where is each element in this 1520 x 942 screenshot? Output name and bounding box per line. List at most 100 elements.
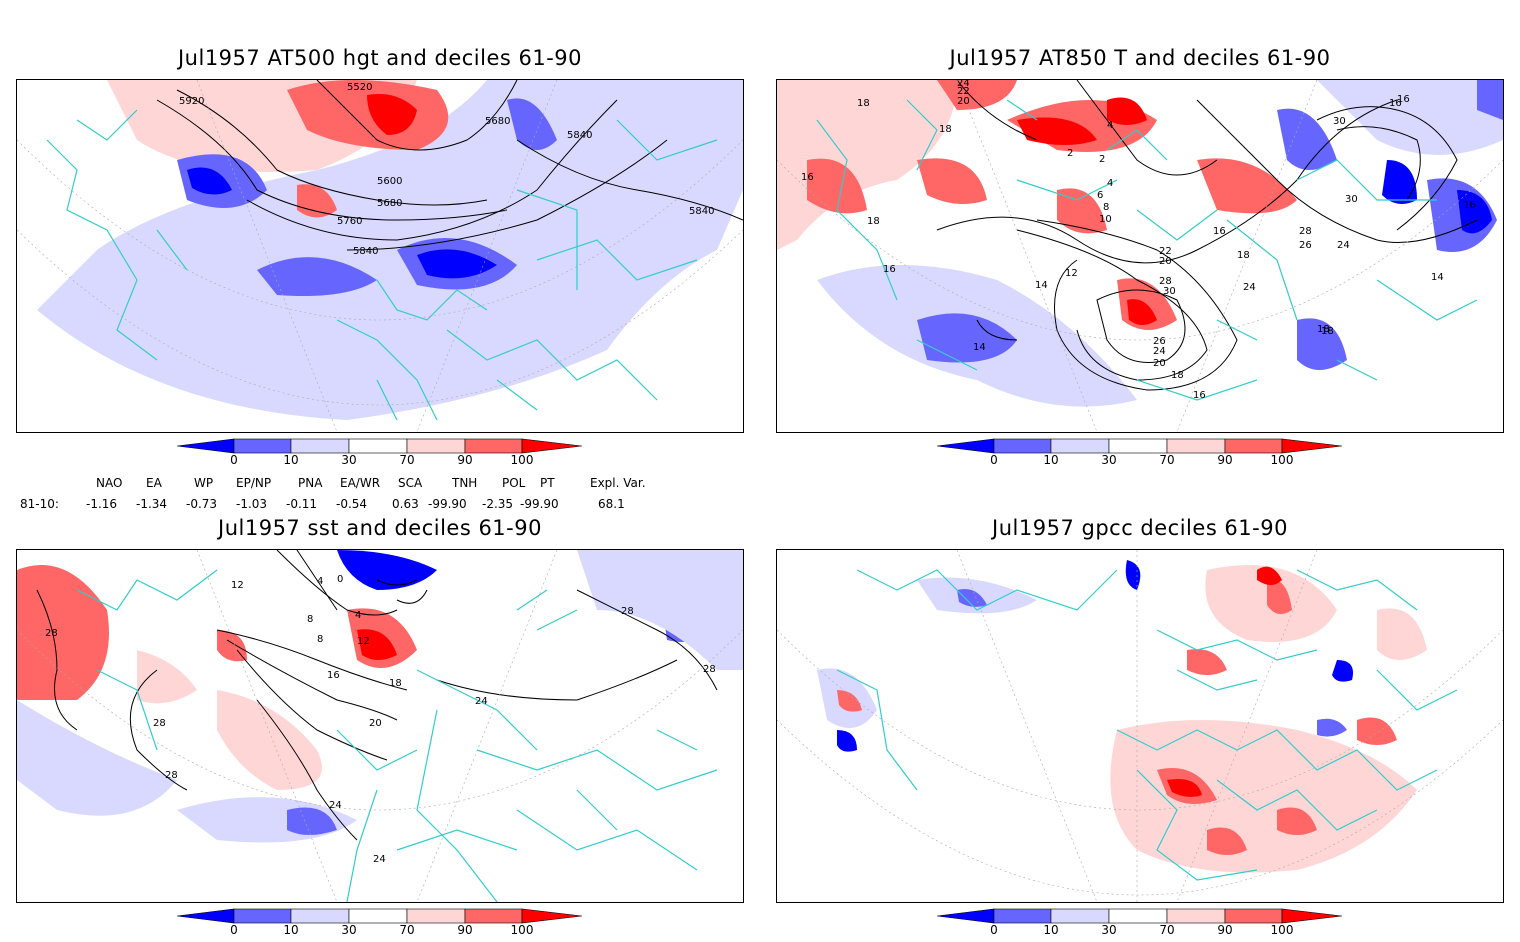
contour-label: 16 — [1397, 94, 1410, 105]
contour-label: 4 — [1107, 120, 1113, 131]
contour-label: 20 — [1159, 256, 1172, 267]
contour-label: 20 — [1153, 358, 1166, 369]
contour-label: 14 — [973, 342, 986, 353]
index-value: -1.34 — [136, 497, 168, 511]
contour-label: 0 — [337, 574, 343, 585]
contour-label: 18 — [939, 124, 952, 135]
contour-label: 2 — [1067, 148, 1073, 159]
index-header: TNH — [452, 476, 478, 490]
contour-label: 8 — [1103, 202, 1109, 213]
index-value: -2.35 — [482, 497, 514, 511]
contour-label: 28 — [1159, 276, 1172, 287]
colorbar-tick: 0 — [230, 923, 238, 937]
map-sst-svg: 28 12 8 4 0 4 8 12 16 18 20 24 28 28 24 … — [17, 550, 743, 902]
index-value: -99.90 — [520, 497, 559, 511]
contour-label: 5680 — [485, 116, 510, 127]
index-value: 68.1 — [598, 497, 625, 511]
contour-label: 22 — [957, 86, 970, 97]
colorbar-tick: 90 — [1217, 923, 1233, 937]
map-t850-svg: 18 24 22 20 18 16 18 4 2 2 4 6 8 10 16 1… — [777, 80, 1503, 432]
colorbar-swatches — [176, 908, 583, 924]
colorbar-tick: 10 — [1043, 453, 1059, 467]
contour-label: 28 — [703, 664, 716, 675]
contour-label: 28 — [1299, 226, 1312, 237]
map-hgt-svg: 5920 5520 5680 5840 5600 5680 5760 5840 … — [17, 80, 743, 432]
contour-label: 5600 — [377, 176, 402, 187]
colorbar-tick: 100 — [510, 923, 534, 937]
index-header: WP — [194, 476, 214, 490]
contour-label: 30 — [1345, 194, 1358, 205]
contour-label: 5760 — [337, 216, 362, 227]
colorbar-sst: 0 10 30 70 90 100 — [172, 908, 592, 942]
index-header: SCA — [398, 476, 423, 490]
colorbar-tick: 90 — [457, 453, 473, 467]
colorbar-tick: 0 — [230, 453, 238, 467]
colorbar-swatches — [936, 438, 1343, 454]
index-value: -99.90 — [428, 497, 467, 511]
map-hgt-500: 5920 5520 5680 5840 5600 5680 5760 5840 … — [16, 79, 744, 433]
colorbar-gpcc: 0 10 30 70 90 100 — [932, 908, 1352, 942]
contour-label: 8 — [317, 634, 323, 645]
colorbar-tick: 0 — [990, 453, 998, 467]
contour-label: 28 — [45, 628, 58, 639]
contour-label: 28 — [165, 770, 178, 781]
colorbar-tick: 30 — [1101, 453, 1117, 467]
contour-label: 16 — [1193, 390, 1206, 401]
contour-label: 26 — [1299, 240, 1312, 251]
index-value: -0.54 — [336, 497, 368, 511]
panel-title-hgt: Jul1957 AT500 hgt and deciles 61-90 — [177, 46, 583, 70]
panel-title-sst: Jul1957 sst and deciles 61-90 — [218, 516, 542, 540]
contour-label: 5840 — [567, 130, 592, 141]
contour-label: 4 — [355, 610, 361, 621]
contour-label: 4 — [317, 576, 323, 587]
contour-label: 24 — [373, 854, 386, 865]
contour-label: 18 — [867, 216, 880, 227]
contour-label: 16 — [327, 670, 340, 681]
index-value: -0.11 — [286, 497, 318, 511]
colorbar-tick: 30 — [1101, 923, 1117, 937]
contour-label: 12 — [357, 636, 370, 647]
contour-label: 18 — [1171, 370, 1184, 381]
colorbar-tick: 70 — [1159, 453, 1175, 467]
contour-label: 12 — [231, 580, 244, 591]
colorbar-tick: 70 — [399, 453, 415, 467]
contour-label: 10 — [1099, 214, 1112, 225]
contour-label: 5840 — [689, 206, 714, 217]
contour-label: 4 — [1107, 178, 1113, 189]
map-gpcc-svg — [777, 550, 1503, 902]
colorbar-tick: 10 — [283, 923, 299, 937]
index-value: -0.73 — [186, 497, 218, 511]
contour-label: 30 — [1333, 116, 1346, 127]
index-header: NAO — [96, 476, 123, 490]
contour-label: 2 — [1099, 154, 1105, 165]
contour-label: 5840 — [353, 246, 378, 257]
colorbar-tick: 100 — [1270, 453, 1294, 467]
colorbar-tick: 70 — [1159, 923, 1175, 937]
colorbar-tick: 90 — [457, 923, 473, 937]
contour-label: 20 — [957, 96, 970, 107]
map-gpcc — [776, 549, 1504, 903]
colorbar-t850: 0 10 30 70 90 100 — [932, 438, 1352, 472]
contour-label: 8 — [307, 614, 313, 625]
index-header: PNA — [298, 476, 323, 490]
contour-label: 24 — [1153, 346, 1166, 357]
contour-label: 28 — [153, 718, 166, 729]
colorbar-tick: 30 — [341, 453, 357, 467]
index-value: -1.16 — [86, 497, 118, 511]
contour-label: 30 — [1163, 286, 1176, 297]
index-value: 0.63 — [392, 497, 419, 511]
contour-label: 26 — [1153, 336, 1166, 347]
contour-label: 5920 — [179, 96, 204, 107]
panel-title-gpcc: Jul1957 gpcc deciles 61-90 — [992, 516, 1288, 540]
index-header: PT — [540, 476, 555, 490]
index-value: -1.03 — [236, 497, 268, 511]
contour-label: 5680 — [377, 198, 402, 209]
contour-label: 18 — [1317, 324, 1330, 335]
colorbar-hgt: 0 10 30 70 90 100 — [172, 438, 592, 472]
colorbar-tick: 100 — [1270, 923, 1294, 937]
map-sst: 28 12 8 4 0 4 8 12 16 18 20 24 28 28 24 … — [16, 549, 744, 903]
index-header: EA/WR — [340, 476, 381, 490]
contour-label: 16 — [801, 172, 814, 183]
contour-label: 16 — [1389, 98, 1402, 109]
colorbar-tick: 10 — [1043, 923, 1059, 937]
